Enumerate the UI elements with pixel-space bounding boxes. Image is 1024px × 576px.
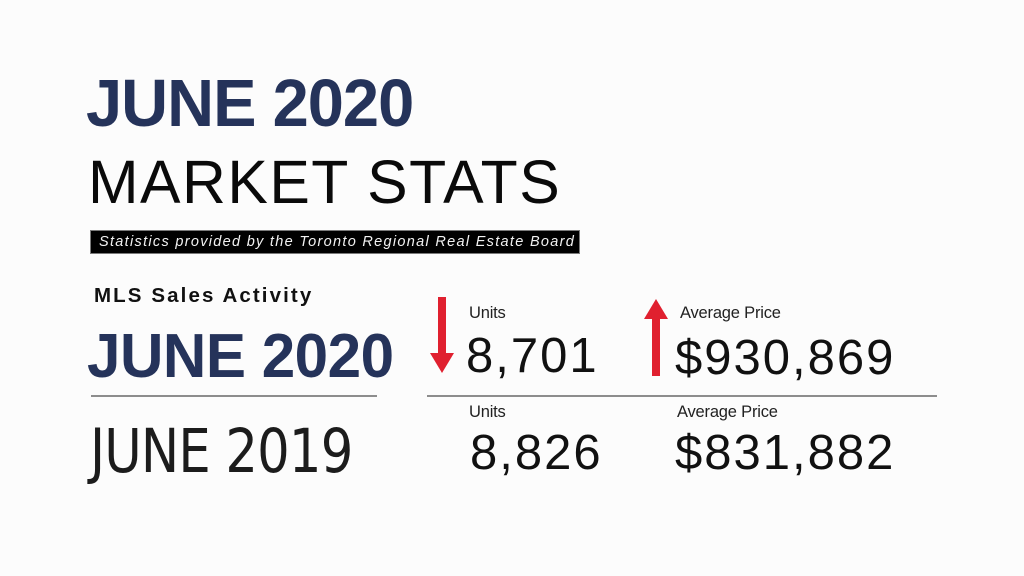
divider-right: [427, 395, 937, 397]
divider-left: [91, 395, 377, 397]
page-title-subtitle: MARKET STATS: [88, 148, 562, 216]
units-label-previous: Units: [469, 403, 506, 421]
previous-period-label: JUNE 2019: [90, 416, 353, 487]
units-value-previous: 8,826: [470, 426, 603, 480]
units-value-current: 8,701: [466, 329, 599, 383]
units-label-current: Units: [469, 304, 506, 322]
price-label-previous: Average Price: [677, 403, 778, 421]
price-label-current: Average Price: [680, 304, 781, 322]
arrow-down-icon: [430, 297, 454, 373]
source-banner: Statistics provided by the Toronto Regio…: [90, 230, 580, 254]
arrow-up-icon: [644, 299, 668, 376]
section-label: MLS Sales Activity: [94, 284, 314, 307]
price-value-current: $930,869: [675, 331, 896, 385]
page-title-month: JUNE 2020: [86, 66, 414, 141]
price-value-previous: $831,882: [675, 426, 896, 480]
current-period-label: JUNE 2020: [87, 322, 394, 391]
